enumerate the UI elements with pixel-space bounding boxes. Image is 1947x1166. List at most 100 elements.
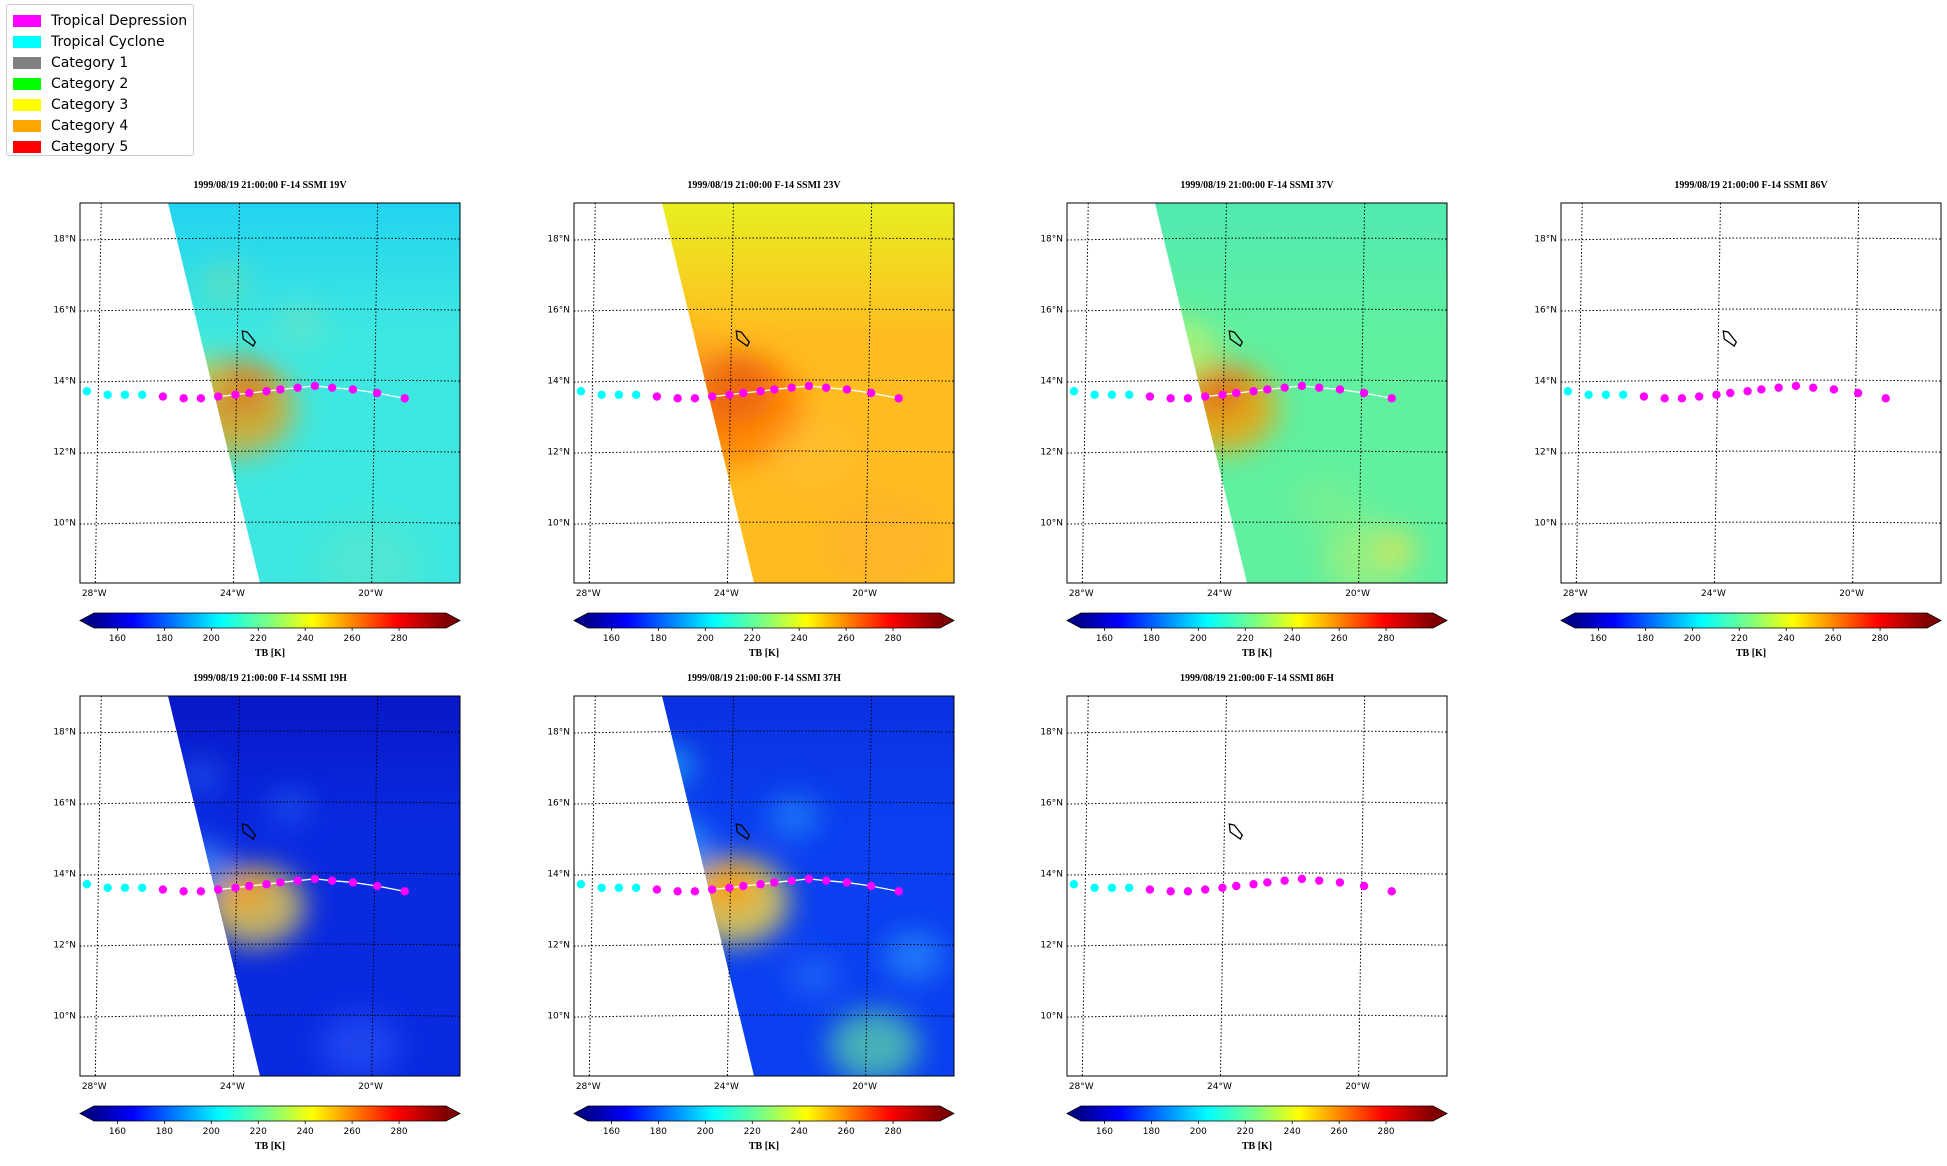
storm-track — [82, 381, 409, 403]
lat-label: 18°N — [53, 235, 76, 245]
track-point — [1297, 874, 1307, 884]
track-point — [1280, 383, 1289, 392]
track-point — [894, 887, 903, 896]
track-point — [348, 385, 358, 394]
track-point — [1743, 387, 1752, 396]
track-point — [1359, 881, 1369, 891]
track-point — [770, 878, 779, 887]
map-panel: 1999/08/19 21:00:00 F-14 SSMI 86V 18°N 16°… — [1534, 180, 1942, 659]
track-point — [1335, 385, 1345, 394]
storm-track — [576, 381, 903, 403]
track-point — [1183, 394, 1193, 403]
track-point — [1107, 883, 1117, 892]
colorbar-tick-label: 280 — [884, 634, 901, 644]
track-point — [894, 394, 903, 403]
colorbar-tick-label: 180 — [650, 634, 667, 644]
colorbar-tick-label: 240 — [1284, 634, 1301, 644]
track-point — [1145, 885, 1155, 894]
track-point — [245, 388, 254, 398]
colorbar-tick-label: 180 — [1143, 634, 1160, 644]
lat-label: 16°N — [1040, 306, 1063, 316]
track-point — [196, 394, 206, 403]
track-point — [821, 876, 831, 885]
track-point — [213, 885, 223, 894]
track-point — [1166, 887, 1175, 896]
lat-label: 12°N — [1534, 448, 1557, 458]
track-point — [276, 385, 285, 394]
panel-title: 1999/08/19 21:00:00 F-14 SSMI 23V — [687, 180, 841, 191]
track-point — [372, 881, 382, 891]
lat-label: 16°N — [53, 799, 76, 809]
track-point — [1200, 392, 1210, 401]
track-point — [739, 388, 748, 398]
colorbar-tick-label: 240 — [297, 1127, 314, 1137]
graticule — [1067, 696, 1447, 1076]
track-point — [348, 878, 358, 887]
map-plot: 18°N 16°N 14°N 12°N 10°N 28°W 24°W 20°W 160 180 20… — [53, 202, 461, 659]
panel-title: 1999/08/19 21:00:00 F-14 SSMI 37H — [687, 673, 841, 684]
colorbar: 160 180 200 220 240 260 280 TB [K] — [1066, 1105, 1448, 1152]
colorbar-tick-label: 200 — [1684, 634, 1701, 644]
track-point — [1249, 880, 1258, 889]
colorbar-tick-label: 220 — [1731, 634, 1748, 644]
track-point — [1660, 394, 1669, 403]
lat-label: 16°N — [53, 306, 76, 316]
track-point — [1601, 390, 1611, 399]
island-outline — [735, 330, 751, 348]
panel-title: 1999/08/19 21:00:00 F-14 SSMI 19H — [193, 673, 347, 684]
legend-swatch — [13, 141, 41, 153]
track-point — [1359, 388, 1369, 398]
track-point — [821, 383, 831, 392]
track-point — [1757, 385, 1766, 394]
legend-item: Tropical Depression — [13, 11, 187, 31]
colorbar-tick-label: 260 — [1825, 634, 1842, 644]
track-point — [690, 887, 700, 896]
lat-label: 14°N — [547, 870, 570, 880]
colorbar: 160 180 200 220 240 260 280 TB [K] — [573, 612, 955, 659]
track-point — [707, 885, 717, 894]
track-point — [231, 883, 240, 892]
colorbar: 160 180 200 220 240 260 280 TB [K] — [1560, 612, 1942, 659]
colorbar-label: TB [K] — [255, 1141, 285, 1152]
colorbar-tick-label: 180 — [156, 1127, 173, 1137]
storm-track — [1069, 381, 1396, 403]
colorbar-tick-label: 160 — [603, 634, 620, 644]
track-point — [82, 387, 92, 396]
lon-label: 28°W — [576, 589, 601, 599]
lat-label: 12°N — [1040, 941, 1063, 951]
track-point — [1263, 385, 1272, 394]
lat-label: 16°N — [547, 306, 570, 316]
track-point — [1584, 390, 1593, 399]
legend-item: Tropical Cyclone — [13, 32, 165, 52]
track-point — [1677, 394, 1687, 403]
track-point — [179, 887, 188, 896]
lat-label: 18°N — [547, 728, 570, 738]
track-point — [137, 390, 147, 399]
track-point — [120, 390, 130, 399]
track-point — [82, 880, 92, 889]
track-point — [1263, 878, 1272, 887]
track-point — [690, 394, 700, 403]
colorbar-tick-label: 220 — [1237, 1127, 1254, 1137]
map-plot: 18°N 16°N 14°N 12°N 10°N 28°W 24°W 20°W 160 180 20… — [547, 202, 955, 659]
map-plot: 18°N 16°N 14°N 12°N 10°N 28°W 24°W 20°W 160 180 20… — [1040, 695, 1448, 1152]
track-point — [1069, 880, 1079, 889]
track-point — [576, 387, 586, 396]
track-point — [756, 387, 765, 396]
legend-swatch — [13, 57, 41, 69]
lat-label: 12°N — [53, 448, 76, 458]
track-point — [739, 881, 748, 891]
colorbar-tick-label: 200 — [203, 1127, 220, 1137]
lat-label: 10°N — [1040, 519, 1063, 529]
lon-label: 28°W — [1563, 589, 1588, 599]
track-point — [158, 885, 168, 894]
map-panel: 1999/08/19 21:00:00 F-14 SSMI 23V 18°N 16°… — [547, 180, 955, 659]
lat-label: 12°N — [547, 941, 570, 951]
track-point — [1124, 390, 1134, 399]
track-point — [1314, 383, 1324, 392]
lon-label: 28°W — [1069, 1082, 1094, 1092]
colorbar-tick-label: 240 — [1778, 634, 1795, 644]
lon-label: 24°W — [220, 1082, 245, 1092]
track-point — [327, 876, 337, 885]
colorbar-tick-label: 200 — [697, 634, 714, 644]
